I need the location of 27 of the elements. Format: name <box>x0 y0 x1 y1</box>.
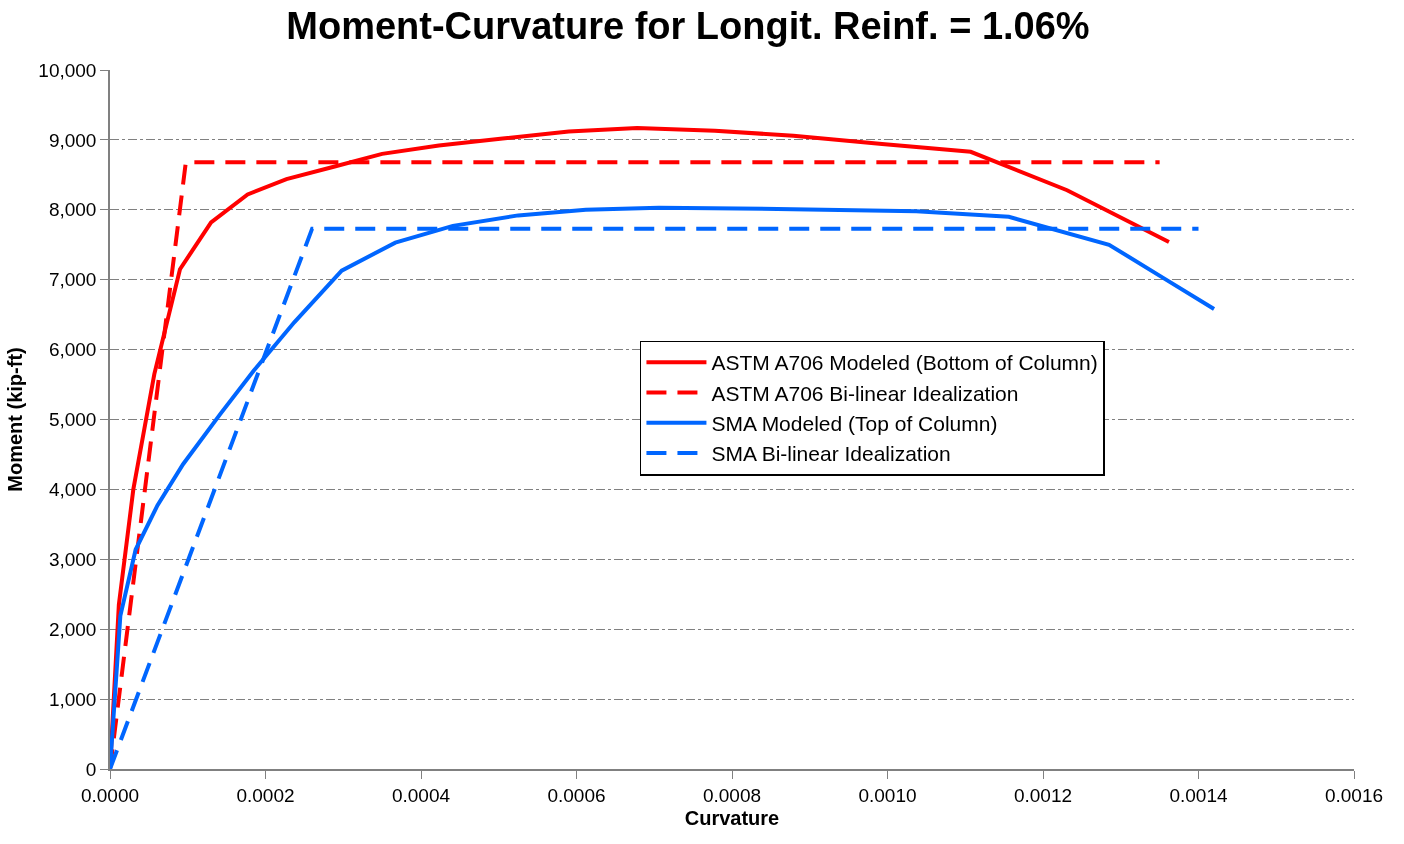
x-tick-label: 0.0014 <box>1169 784 1228 806</box>
x-tick-label: 0.0000 <box>80 784 140 806</box>
y-tick-label: 10,000 <box>38 59 97 81</box>
y-tick-label: 1,000 <box>48 688 97 710</box>
legend-label: ASTM A706 Modeled (Bottom of Column) <box>711 351 1098 375</box>
x-tick-label: 0.0008 <box>702 784 762 806</box>
x-tick-label: 0.0004 <box>391 784 451 806</box>
y-tick-label: 6,000 <box>48 339 97 361</box>
x-tick-label: 0.0006 <box>547 784 606 806</box>
y-tick-label: 5,000 <box>48 409 97 431</box>
x-tick-label: 0.0010 <box>858 784 917 806</box>
y-tick-label: 2,000 <box>48 618 97 640</box>
y-tick-label: 7,000 <box>48 269 97 291</box>
y-tick-label: 9,000 <box>48 129 97 151</box>
legend-label: SMA Modeled (Top of Column) <box>711 411 998 435</box>
x-axis-title: Curvature <box>684 806 780 829</box>
y-tick-label: 0 <box>85 758 97 780</box>
x-tick-label: 0.0002 <box>236 784 295 806</box>
y-tick-label: 8,000 <box>48 199 97 221</box>
y-tick-label: 4,000 <box>48 479 97 501</box>
legend-label: SMA Bi-linear Idealization <box>711 442 951 466</box>
chart-title: Moment-Curvature for Longit. Reinf. = 1.06% <box>286 5 1090 48</box>
x-tick-label: 0.0016 <box>1324 784 1384 806</box>
x-tick-label: 0.0012 <box>1013 784 1073 806</box>
legend-label: ASTM A706 Bi-linear Idealization <box>711 381 1019 405</box>
y-tick-label: 3,000 <box>48 548 97 570</box>
y-axis-title: Moment (kip-ft) <box>4 347 27 492</box>
